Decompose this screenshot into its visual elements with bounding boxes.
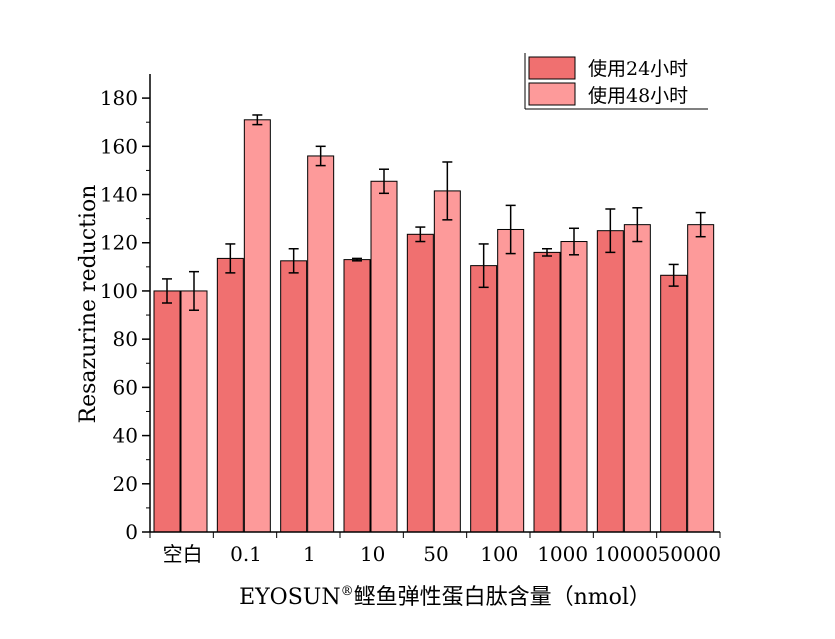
bar-24h-8 [660, 274, 688, 533]
bar-48h-2 [307, 155, 335, 533]
x-tick-label-0: 空白 [163, 542, 203, 566]
error-bar-24h-5 [478, 243, 489, 289]
error-bars-layer [162, 114, 706, 311]
bar-24h-0 [153, 290, 181, 533]
legend-label-48h: 使用48小时 [588, 85, 688, 107]
error-bar-24h-2 [288, 248, 299, 274]
y-tick-labels: 0 20 40 60 80 100 120 140 160 180 [100, 86, 138, 544]
error-bar-48h-1 [252, 114, 263, 126]
y-tick-label-2: 40 [113, 424, 138, 448]
error-bar-48h-3 [379, 168, 389, 195]
error-bar-24h-1 [225, 243, 236, 274]
error-bar-24h-0 [162, 278, 172, 304]
y-tick-label-3: 60 [113, 375, 138, 399]
y-tick-label-1: 20 [113, 472, 138, 496]
bar-48h-8 [687, 224, 715, 533]
error-bar-24h-7 [605, 208, 616, 254]
error-bar-24h-8 [668, 263, 679, 287]
bar-24h-5 [470, 265, 498, 533]
x-axis-title-registered-mark: ® [341, 584, 354, 599]
error-bar-24h-6 [542, 248, 552, 257]
error-bar-48h-7 [632, 207, 643, 243]
error-bar-48h-6 [569, 227, 579, 256]
x-tick-label-5: 100 [480, 542, 518, 566]
error-bar-48h-5 [505, 204, 516, 255]
error-bar-48h-8 [695, 211, 706, 238]
y-axis-title: Resazurine reduction [76, 185, 101, 424]
y-tick-label-5: 100 [100, 279, 138, 303]
error-bar-24h-3 [352, 257, 362, 262]
bars-layer [153, 119, 715, 533]
bar-48h-5 [497, 228, 525, 533]
bar-48h-7 [623, 224, 651, 533]
error-bar-48h-4 [442, 161, 453, 221]
x-tick-label-2: 1 [303, 542, 316, 566]
x-tick-labels: 空白 0.1 1 10 50 100 1000 10000 50000 [163, 542, 721, 566]
legend-label-24h: 使用24小时 [588, 58, 688, 80]
bar-24h-3 [343, 259, 371, 533]
error-bar-48h-0 [189, 270, 199, 311]
bar-48h-3 [370, 180, 398, 533]
x-tick-label-6: 1000 [537, 542, 588, 566]
y-tick-label-8: 160 [100, 134, 138, 158]
bar-24h-2 [280, 260, 308, 533]
y-tick-label-0: 0 [125, 520, 138, 544]
x-axis-title-suffix: 鲣鱼弹性蛋白肽含量（nmol） [354, 585, 651, 610]
bar-24h-6 [533, 251, 561, 533]
x-axis-title-brand: EYOSUN [239, 585, 340, 610]
x-tick-label-8: 50000 [658, 542, 722, 566]
x-axis-title: EYOSUN®鲣鱼弹性蛋白肽含量（nmol） [239, 584, 651, 610]
bar-48h-1 [243, 119, 271, 533]
bar-24h-7 [596, 230, 624, 533]
y-tick-label-9: 180 [100, 86, 138, 110]
legend-swatch-24h [528, 56, 576, 80]
x-tick-label-7: 10000 [594, 542, 658, 566]
y-tick-label-4: 80 [113, 327, 138, 351]
bar-24h-1 [216, 257, 244, 533]
x-tick-label-4: 50 [423, 542, 448, 566]
bar-48h-6 [560, 241, 588, 533]
bar-24h-4 [406, 233, 434, 533]
legend: 使用24小时 使用48小时 [524, 53, 708, 110]
y-tick-label-7: 140 [100, 183, 138, 207]
bar-48h-0 [180, 290, 208, 533]
axes-layer [142, 74, 721, 538]
y-tick-label-6: 120 [100, 231, 138, 255]
error-bar-48h-2 [315, 145, 326, 167]
x-tick-label-1: 0.1 [230, 542, 262, 566]
bar-48h-4 [433, 190, 461, 533]
error-bar-24h-4 [415, 226, 426, 243]
x-tick-label-3: 10 [360, 542, 385, 566]
legend-swatch-48h [528, 82, 576, 106]
